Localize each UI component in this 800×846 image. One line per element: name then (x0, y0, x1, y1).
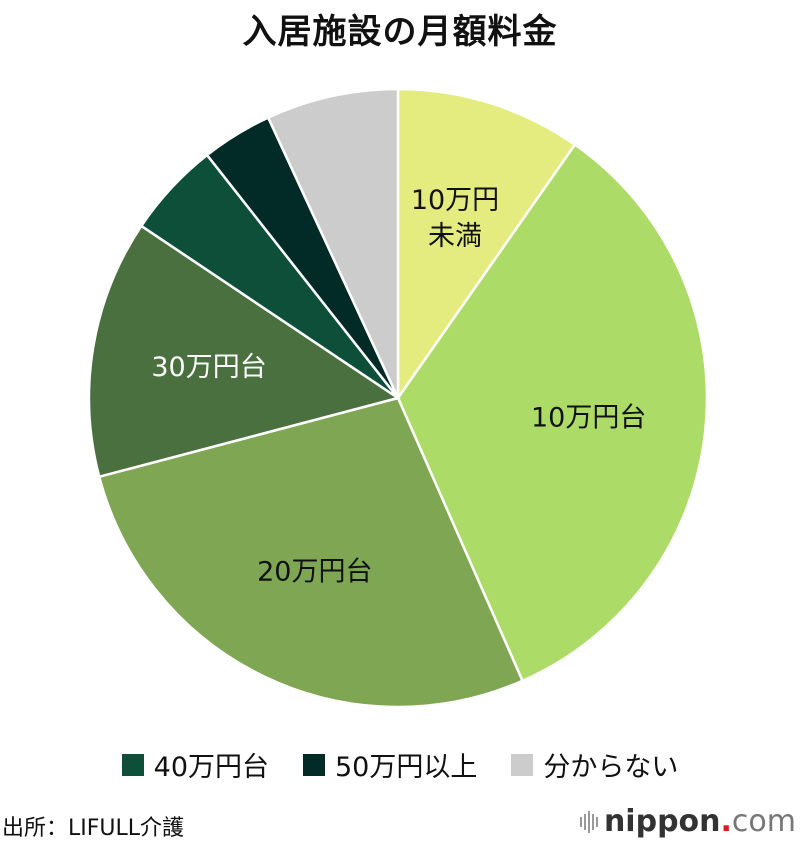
pie-slice (266, 87, 400, 399)
brand-name: nippon (603, 804, 721, 839)
pie-chart: 10万円未満 10万円台 20万円台 30万円台 (87, 87, 709, 709)
brand-tld: com (731, 804, 796, 839)
legend-item-50man-plus: 50万円以上 (303, 745, 477, 784)
legend-swatch (121, 753, 144, 776)
pie-labels: 10万円未満 10万円台 20万円台 30万円台 (151, 185, 646, 588)
slice-label: 10万円台 (531, 403, 646, 434)
legend-label: 分からない (543, 752, 679, 783)
legend-item-unknown: 分からない (511, 745, 678, 784)
slice-label: 20万円台 (257, 557, 372, 588)
legend-label: 40万円台 (153, 752, 269, 783)
legend-swatch (511, 753, 534, 776)
pie-slice (396, 87, 577, 402)
pie-slice (87, 224, 401, 479)
legend-swatch (303, 753, 325, 776)
pie-slice (396, 142, 709, 683)
sound-bars-icon (579, 810, 598, 833)
slice-label: 10万円未満 (411, 185, 499, 252)
source-note: 出所：LIFULL介護 (2, 816, 185, 841)
chart-title: 入居施設の月額料金 (242, 12, 558, 52)
brand-logo: nippon.com (579, 804, 796, 839)
brand-dot: . (720, 804, 732, 839)
legend: 40万円台 50万円以上 分からない (0, 745, 800, 784)
legend-label: 50万円以上 (335, 752, 478, 783)
pie-slices (87, 87, 709, 709)
legend-item-40man: 40万円台 (121, 745, 269, 784)
pie-slice (97, 396, 525, 709)
slice-label: 30万円台 (151, 352, 266, 383)
